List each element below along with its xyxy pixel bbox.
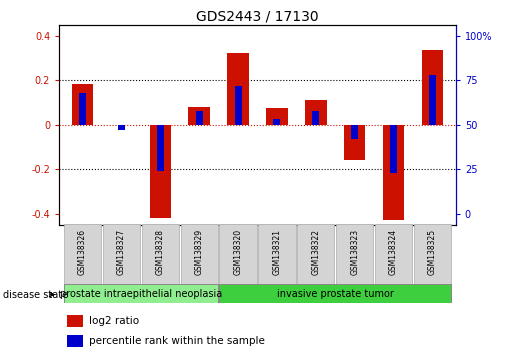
- Bar: [157, 125, 164, 171]
- Bar: [336, 224, 373, 285]
- Bar: [266, 108, 288, 125]
- Bar: [72, 84, 93, 125]
- Text: GSM138323: GSM138323: [350, 229, 359, 275]
- Text: GSM138325: GSM138325: [428, 229, 437, 275]
- Bar: [383, 125, 404, 220]
- Text: GSM138322: GSM138322: [311, 229, 320, 275]
- Text: GSM138329: GSM138329: [195, 229, 204, 275]
- Bar: [64, 284, 218, 303]
- Text: log2 ratio: log2 ratio: [89, 316, 139, 326]
- Text: GSM138324: GSM138324: [389, 229, 398, 275]
- Bar: [181, 224, 218, 285]
- Bar: [312, 110, 319, 125]
- Bar: [219, 284, 451, 303]
- Bar: [259, 224, 296, 285]
- Title: GDS2443 / 17130: GDS2443 / 17130: [196, 10, 319, 24]
- Bar: [118, 125, 125, 130]
- Text: GSM138328: GSM138328: [156, 229, 165, 275]
- Bar: [234, 86, 242, 125]
- Bar: [422, 50, 443, 125]
- Bar: [196, 110, 203, 125]
- Bar: [429, 75, 436, 125]
- Text: GSM138321: GSM138321: [272, 229, 281, 275]
- Bar: [67, 335, 83, 347]
- Bar: [219, 224, 256, 285]
- Text: invasive prostate tumor: invasive prostate tumor: [277, 289, 393, 299]
- Bar: [188, 107, 210, 125]
- Text: GSM138327: GSM138327: [117, 229, 126, 275]
- Bar: [375, 224, 412, 285]
- Bar: [273, 119, 281, 125]
- Bar: [344, 125, 365, 160]
- Bar: [64, 224, 101, 285]
- Bar: [150, 125, 171, 218]
- Bar: [351, 125, 358, 139]
- Text: prostate intraepithelial neoplasia: prostate intraepithelial neoplasia: [60, 289, 222, 299]
- Bar: [390, 125, 397, 173]
- Bar: [227, 52, 249, 125]
- Bar: [103, 224, 140, 285]
- Bar: [414, 224, 451, 285]
- Text: GSM138320: GSM138320: [234, 229, 243, 275]
- Text: GSM138326: GSM138326: [78, 229, 87, 275]
- Bar: [67, 315, 83, 327]
- Bar: [142, 224, 179, 285]
- Text: percentile rank within the sample: percentile rank within the sample: [89, 336, 265, 346]
- Bar: [305, 100, 327, 125]
- Bar: [297, 224, 334, 285]
- Text: disease state: disease state: [3, 290, 67, 299]
- Bar: [79, 93, 86, 125]
